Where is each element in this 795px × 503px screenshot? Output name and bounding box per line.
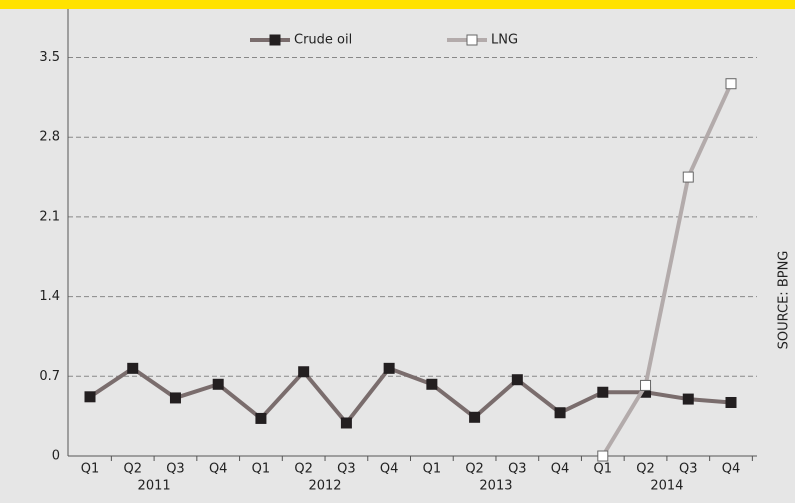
x-group-label: 2014	[650, 479, 683, 494]
y-tick-label: 1.4	[39, 289, 60, 304]
legend-marker	[269, 34, 281, 46]
x-tick-label: Q2	[465, 462, 484, 477]
point-marker	[340, 417, 352, 429]
x-tick-label: Q1	[252, 462, 271, 477]
series-line	[601, 82, 733, 458]
x-tick-label: Q3	[166, 462, 185, 477]
x-tick-label: Q1	[423, 462, 442, 477]
y-tick-label: 0.7	[39, 369, 60, 384]
point-marker	[426, 378, 438, 390]
point-marker	[725, 78, 737, 90]
x-group-label: 2013	[479, 479, 512, 494]
point-marker	[554, 407, 566, 419]
x-tick-label: Q1	[81, 462, 100, 477]
point-marker	[640, 379, 652, 391]
point-marker	[682, 171, 694, 183]
point-marker	[725, 396, 737, 408]
x-tick-label: Q2	[123, 462, 142, 477]
y-tick-label: 2.1	[39, 209, 60, 224]
top-bar	[0, 0, 795, 9]
point-marker	[212, 378, 224, 390]
legend-marker	[466, 34, 478, 46]
x-group-label: 2012	[308, 479, 341, 494]
point-marker	[255, 412, 267, 424]
x-tick-label: Q1	[594, 462, 613, 477]
y-tick-label: 2.8	[39, 130, 60, 145]
point-marker	[383, 362, 395, 374]
point-marker	[469, 411, 481, 423]
series-line	[88, 366, 732, 425]
point-marker	[597, 450, 609, 462]
point-marker	[298, 366, 310, 378]
legend-label: Crude oil	[294, 33, 352, 48]
x-tick-label: Q4	[551, 462, 570, 477]
x-tick-label: Q2	[636, 462, 655, 477]
point-marker	[169, 392, 181, 404]
y-tick-label: 3.5	[39, 50, 60, 65]
x-tick-label: Q4	[209, 462, 228, 477]
point-marker	[511, 374, 523, 386]
x-tick-label: Q3	[508, 462, 527, 477]
x-group-label: 2011	[138, 479, 171, 494]
x-tick-label: Q4	[380, 462, 399, 477]
point-marker	[127, 362, 139, 374]
source-note: SOURCE: BPNG	[777, 251, 792, 350]
legend-label: LNG	[491, 33, 518, 48]
point-marker	[682, 393, 694, 405]
point-marker	[597, 386, 609, 398]
y-tick-label: 0	[52, 449, 60, 464]
x-tick-label: Q3	[679, 462, 698, 477]
x-tick-label: Q3	[337, 462, 356, 477]
point-marker	[84, 391, 96, 403]
x-tick-label: Q2	[294, 462, 313, 477]
x-tick-label: Q4	[722, 462, 741, 477]
